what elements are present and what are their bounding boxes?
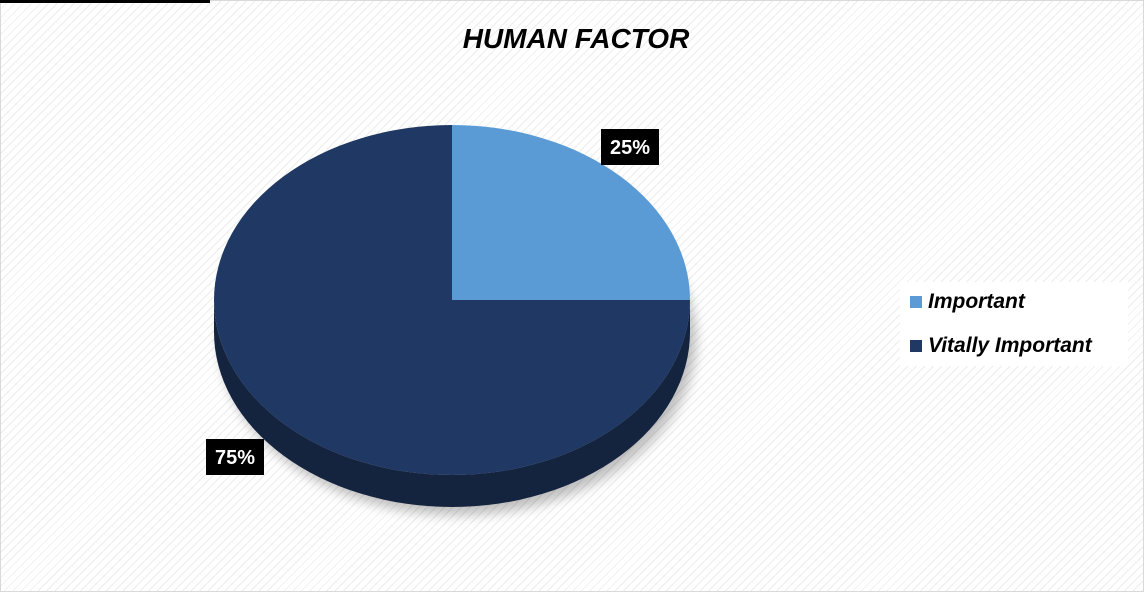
legend-label-vitally-important: Vitally Important bbox=[928, 334, 1092, 357]
legend: Important Vitally Important bbox=[900, 282, 1128, 366]
data-label-box bbox=[206, 439, 264, 475]
legend-item-important: Important bbox=[910, 287, 1025, 317]
pie-side-vitally-important bbox=[214, 300, 690, 507]
pie-slice-important[interactable] bbox=[452, 125, 690, 300]
legend-swatch-important bbox=[910, 296, 922, 308]
pie-slice-vitally-important[interactable] bbox=[214, 125, 690, 475]
legend-label-important: Important bbox=[928, 290, 1025, 313]
data-label-layer: 25% 75% bbox=[206, 129, 659, 475]
legend-swatch-vitally-important bbox=[910, 340, 922, 352]
data-label-value: 75% bbox=[215, 447, 255, 469]
data-label-value: 25% bbox=[610, 137, 650, 159]
pie-layer bbox=[214, 125, 696, 515]
data-label-box bbox=[601, 129, 659, 165]
data-label-important: 25% bbox=[601, 129, 659, 165]
data-label-vitally-important: 75% bbox=[206, 439, 264, 475]
legend-item-vitally-important: Vitally Important bbox=[910, 331, 1092, 361]
corner-mark bbox=[0, 0, 210, 3]
chart-title: HUMAN FACTOR bbox=[463, 23, 690, 54]
